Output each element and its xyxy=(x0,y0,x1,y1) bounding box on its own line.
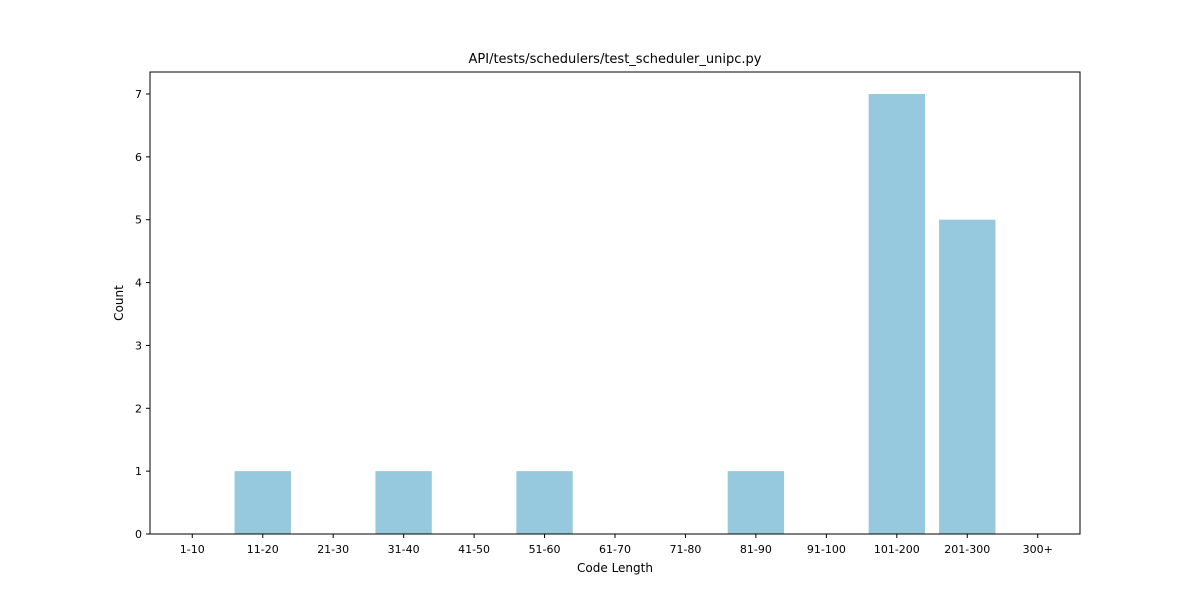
bar-81-90 xyxy=(727,471,785,534)
x-tick-label: 81-90 xyxy=(740,543,772,556)
chart-title: API/tests/schedulers/test_scheduler_unip… xyxy=(469,52,762,67)
x-axis-ticks: 1-10 11-20 21-30 31-40 41-50 51-60 61-70 71-80 8… xyxy=(180,534,1053,556)
y-tick-label: 2 xyxy=(135,402,142,415)
bar-101-200 xyxy=(868,94,925,534)
x-tick-label: 101-200 xyxy=(874,543,920,556)
x-tick-label: 201-300 xyxy=(944,543,990,556)
x-tick-label: 71-80 xyxy=(669,543,701,556)
y-axis-ticks: 0 1 2 3 4 5 6 7 xyxy=(135,88,150,541)
y-axis-label: Count xyxy=(112,285,126,321)
bar-31-40 xyxy=(375,471,432,534)
plot-frame xyxy=(149,71,1081,535)
x-tick-label: 21-30 xyxy=(317,543,349,556)
x-tick-label: 91-100 xyxy=(807,543,846,556)
x-tick-label: 11-20 xyxy=(247,543,279,556)
y-tick-label: 1 xyxy=(135,465,142,478)
y-tick-label: 7 xyxy=(135,88,142,101)
bars-layer xyxy=(234,94,996,534)
x-tick-label: 300+ xyxy=(1023,543,1053,556)
x-tick-label: 61-70 xyxy=(599,543,631,556)
y-tick-label: 5 xyxy=(135,214,142,227)
y-tick-label: 4 xyxy=(135,277,142,290)
x-axis-label: Code Length xyxy=(577,561,653,575)
x-tick-label: 41-50 xyxy=(458,543,490,556)
bar-51-60 xyxy=(516,471,573,534)
x-tick-label: 1-10 xyxy=(180,543,205,556)
y-tick-label: 3 xyxy=(135,339,142,352)
bar-11-20 xyxy=(234,471,291,534)
y-tick-label: 0 xyxy=(135,528,142,541)
bar-201-300 xyxy=(939,219,996,534)
y-tick-label: 6 xyxy=(135,151,142,164)
x-tick-label: 51-60 xyxy=(529,543,561,556)
x-tick-label: 31-40 xyxy=(388,543,420,556)
